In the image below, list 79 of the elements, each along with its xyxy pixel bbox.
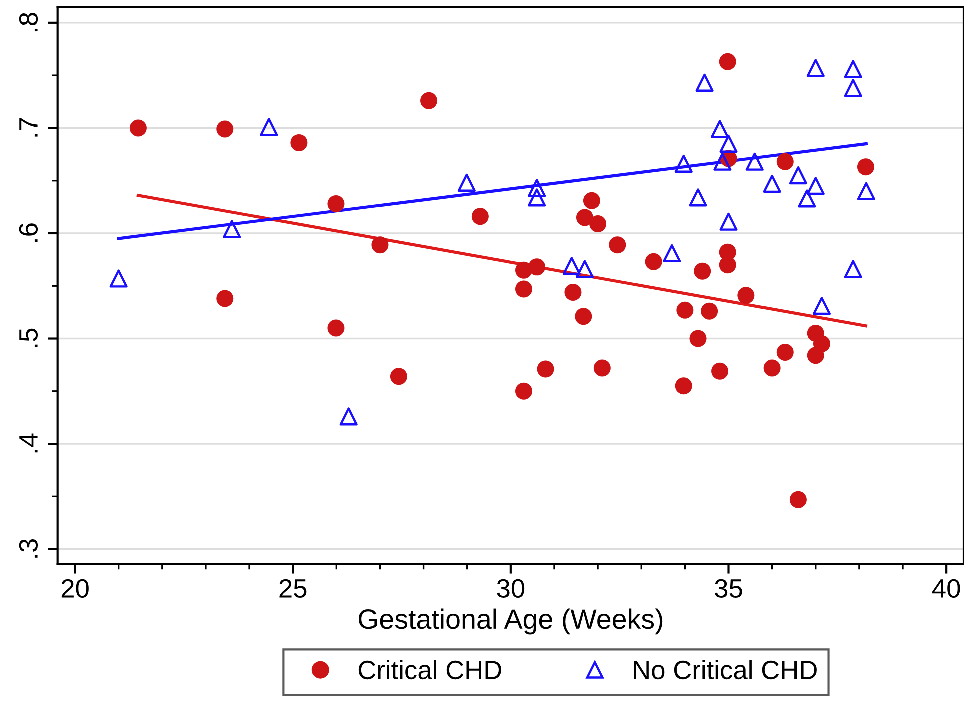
point [515,280,532,298]
point [260,118,278,136]
point [340,408,358,426]
point [719,256,736,274]
point [857,182,876,200]
point [844,79,862,98]
point [812,297,832,316]
point [290,134,308,152]
point [576,260,594,278]
x-tick-label: 25 [280,579,307,598]
x-axis-title: Gestational Age (Weeks) [358,608,663,635]
y-tick-label: .6 [19,224,38,242]
point [583,192,600,210]
point [763,174,782,194]
point [690,330,707,348]
point [776,153,794,170]
point [720,134,738,154]
point [738,287,755,304]
y-tick-label: .8 [19,13,38,32]
point [844,60,862,78]
point [689,188,708,207]
point [216,290,234,308]
point [528,188,546,207]
x-tick-label: 35 [715,579,742,598]
point [674,154,693,174]
point [130,120,147,137]
point [515,382,532,400]
point [694,262,712,280]
point [712,362,729,380]
legend-label: No Critical CHD [634,660,817,680]
point [372,236,389,254]
point [562,257,581,276]
point [609,236,626,254]
point [696,74,714,92]
point [390,368,408,386]
point [575,308,592,326]
point [216,120,234,138]
x-tick-label: 30 [497,579,525,598]
point [789,166,808,185]
point [676,302,694,319]
y-tick-label: .5 [20,328,38,348]
point [528,258,546,276]
point [458,174,476,192]
point [675,378,692,395]
point [719,53,736,70]
point [714,152,732,171]
y-tick-label: .7 [20,118,38,137]
point [645,253,662,270]
point [564,284,582,301]
point [720,212,738,231]
point [806,177,825,196]
point [711,120,730,138]
point [844,260,862,278]
point [328,320,345,337]
point [764,360,781,377]
point [472,208,489,226]
y-tick-label: .4 [20,434,38,453]
point [663,244,682,263]
point [746,152,764,171]
point [223,220,242,238]
point [776,344,794,361]
point [590,216,607,233]
point [420,92,438,110]
x-tick-label: 20 [62,579,89,598]
x-tick-label: 40 [932,579,960,598]
point [528,179,546,198]
point [806,59,825,78]
point [790,491,807,508]
point [110,270,128,288]
point [857,158,874,176]
legend-label: Critical CHD [358,660,502,680]
point [813,336,830,353]
y-tick-label: .3 [19,539,38,558]
point [594,360,611,377]
point [576,209,594,226]
point [701,302,718,320]
point [537,360,554,378]
point [328,196,345,213]
point [798,190,816,208]
